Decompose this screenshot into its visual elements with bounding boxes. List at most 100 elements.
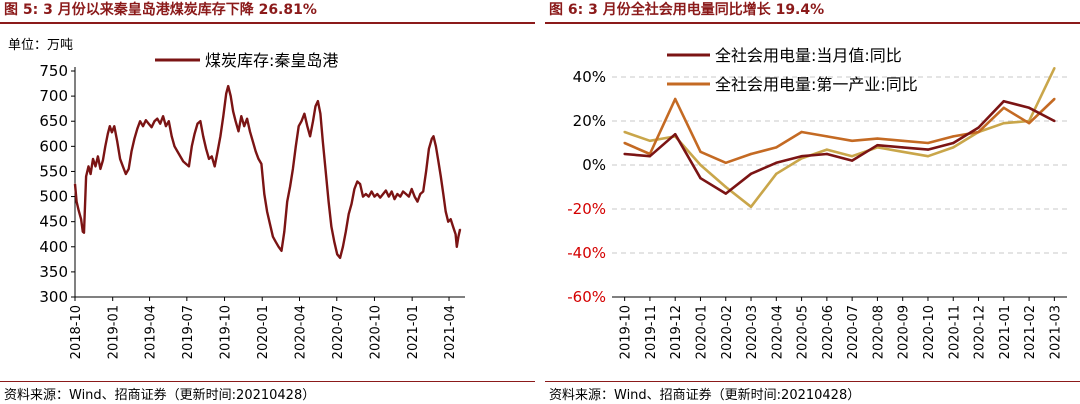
data-point: [136, 128, 138, 130]
data-point: [113, 125, 115, 127]
data-point: [232, 110, 234, 112]
data-point: [416, 201, 419, 203]
data-point: [926, 141, 930, 145]
data-point: [623, 130, 626, 134]
data-point: [205, 148, 207, 150]
data-point: [211, 155, 213, 157]
series-line-3: [624, 67, 1056, 209]
data-point: [926, 155, 930, 158]
y-tick-label: -60%: [567, 288, 606, 306]
y-tick-label: 700: [39, 87, 68, 105]
data-point: [330, 226, 332, 228]
data-point: [260, 163, 262, 165]
data-point: [196, 123, 199, 125]
data-point: [125, 173, 127, 175]
x-tick-label: 2020-07: [331, 305, 346, 359]
data-point: [257, 158, 260, 160]
data-point: [1002, 122, 1005, 125]
data-point: [280, 250, 283, 252]
x-tick-label: 2020-05: [796, 305, 811, 359]
data-point: [83, 232, 85, 234]
data-point: [432, 135, 435, 137]
data-point: [699, 150, 702, 153]
x-tick-label: 2020-12: [973, 305, 988, 359]
data-point: [191, 145, 193, 147]
data-point: [876, 144, 879, 147]
data-point: [194, 133, 196, 135]
data-point: [402, 190, 404, 193]
data-point: [393, 198, 396, 200]
x-tick-label: 2021-01: [998, 305, 1013, 359]
data-point: [246, 118, 248, 120]
data-point: [111, 131, 113, 133]
data-point: [1053, 97, 1056, 101]
data-point: [82, 231, 84, 233]
data-point: [388, 196, 390, 198]
data-point: [145, 119, 147, 121]
data-point: [1053, 119, 1056, 123]
data-point: [92, 158, 94, 160]
data-point: [122, 165, 124, 167]
data-point: [342, 246, 344, 248]
data-point: [456, 246, 458, 248]
data-point: [431, 138, 433, 140]
data-point: [405, 193, 407, 195]
x-tick-label: 2020-01: [256, 305, 271, 359]
data-point: [328, 201, 330, 203]
data-point: [322, 140, 324, 142]
data-point: [85, 175, 87, 178]
data-point: [319, 113, 321, 115]
y-tick-label: 650: [39, 112, 68, 130]
series-line-2: [624, 97, 1056, 165]
x-tick-label: 2020-04: [293, 305, 308, 359]
data-point: [850, 159, 854, 162]
data-point: [74, 183, 76, 185]
data-point: [314, 105, 317, 107]
figure-5-title: 图 5: 3 月份以来秦皇岛港煤炭库存下降 26.81%: [4, 2, 317, 18]
data-point: [977, 126, 980, 129]
data-point: [385, 189, 387, 192]
x-tick-label: 2020-10: [368, 305, 383, 359]
data-point: [208, 158, 210, 160]
data-point: [411, 188, 413, 190]
data-point: [130, 150, 133, 152]
x-tick-label: 2021-01: [406, 305, 421, 359]
data-point: [447, 221, 449, 223]
data-point: [325, 170, 327, 172]
data-point: [800, 155, 803, 158]
data-point: [94, 165, 97, 167]
data-point: [162, 115, 164, 117]
y-tick-label: -40%: [567, 244, 606, 262]
data-point: [109, 125, 111, 127]
data-point: [408, 196, 410, 198]
data-point: [850, 139, 854, 142]
data-point: [459, 228, 461, 230]
y-tick-label: 40%: [573, 68, 606, 86]
data-point: [419, 193, 421, 195]
data-point: [99, 168, 101, 170]
data-point: [825, 135, 829, 138]
coal-inventory-chart: 单位：万吨 300 350 400 450 500 550 600 650 700 750 2018-…: [8, 38, 465, 359]
x-tick-label: 2019-01: [107, 305, 122, 359]
x-tick-label: 2019-04: [144, 305, 159, 359]
data-point: [148, 123, 150, 125]
data-point: [901, 150, 904, 153]
data-point: [800, 157, 803, 160]
data-point: [623, 141, 626, 145]
y-tick-label: 550: [39, 162, 68, 180]
x-tick-label: 2019-12: [669, 305, 684, 359]
x-tick-label: 2021-04: [443, 305, 458, 359]
data-point: [977, 130, 980, 134]
data-point: [278, 246, 280, 248]
data-point: [176, 150, 178, 152]
data-point: [648, 155, 652, 158]
data-point: [142, 125, 144, 127]
data-point: [252, 140, 254, 142]
data-point: [428, 148, 430, 150]
data-point: [674, 133, 677, 136]
y-tick-label: 350: [39, 263, 68, 281]
data-point: [952, 135, 955, 138]
data-point: [202, 135, 204, 137]
y-tick-label: 0%: [582, 156, 606, 174]
data-point: [749, 152, 753, 156]
